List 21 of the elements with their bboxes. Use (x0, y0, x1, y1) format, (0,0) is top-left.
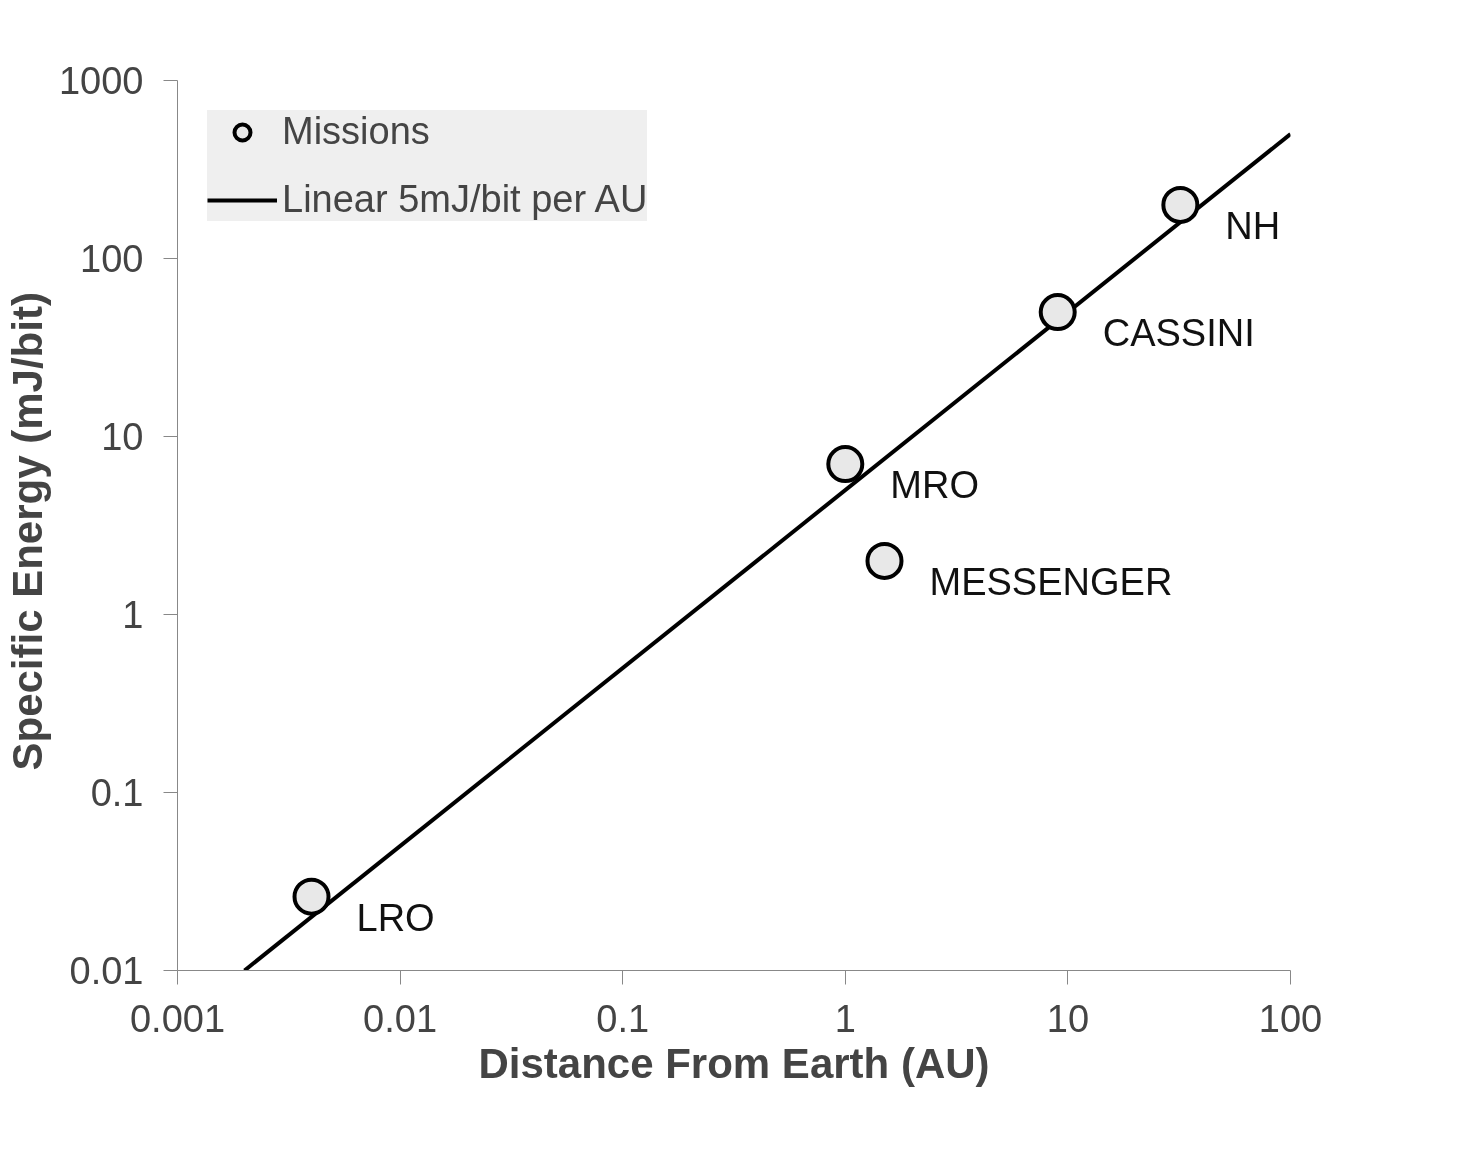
annotation: MESSENGER (929, 560, 1173, 603)
annotation: MRO (890, 464, 979, 507)
y-tick-label: 100 (80, 238, 144, 280)
x-tick-label: 10 (1046, 997, 1090, 1040)
x-tick-label: 100 (1258, 997, 1323, 1040)
legend-label: Missions (282, 110, 430, 153)
annotation: LRO (356, 896, 435, 939)
x-axis-title: Distance From Earth (AU) (478, 1039, 990, 1087)
x-tick-label: 1 (834, 997, 856, 1040)
y-tick-label: 0.1 (90, 772, 144, 814)
y-tick-label: 0.01 (69, 950, 144, 992)
y-axis-title: Specific Energy (mJ/bit) (3, 292, 51, 771)
y-tick-label: 10 (101, 416, 144, 458)
annotation: NH (1225, 204, 1281, 247)
y-tick-label: 1 (122, 594, 144, 636)
y-tick-label: 1000 (58, 60, 144, 102)
x-tick-label: 0.01 (363, 997, 438, 1040)
legend-label: Linear 5mJ/bit per AU (282, 178, 648, 221)
x-tick-label: 0.001 (129, 997, 226, 1040)
annotation: CASSINI (1102, 312, 1255, 355)
x-tick-label: 0.1 (596, 997, 650, 1040)
